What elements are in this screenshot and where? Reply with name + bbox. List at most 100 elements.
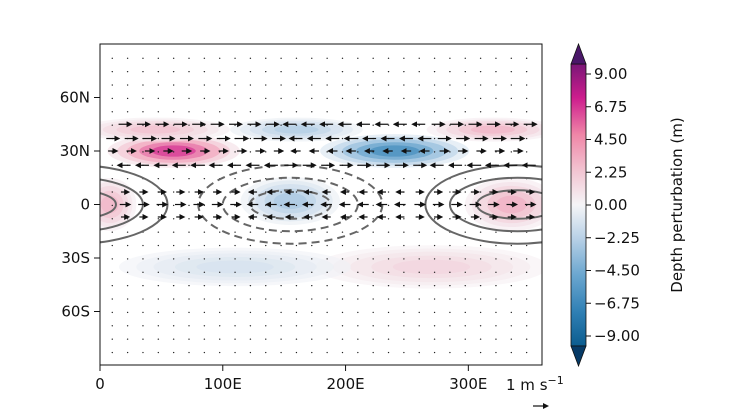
wind-dot — [311, 84, 313, 86]
wind-dot — [357, 271, 359, 273]
wind-dot — [403, 325, 405, 327]
wind-dot — [479, 311, 482, 314]
wind-dot — [249, 177, 252, 180]
wind-dot — [403, 57, 405, 59]
wind-dot — [280, 311, 282, 314]
wind-dot — [157, 57, 160, 59]
wind-dot — [188, 164, 190, 166]
quiver-key-text: 1 m s — [506, 376, 548, 394]
wind-dot — [203, 311, 206, 314]
wind-dot — [311, 338, 313, 340]
wind-dot — [433, 57, 436, 59]
wind-dot — [172, 111, 175, 113]
wind-dot — [387, 284, 390, 287]
wind-dot — [142, 244, 144, 247]
wind-dot — [510, 151, 513, 153]
wind-dot — [525, 298, 528, 300]
wind-dot — [249, 284, 252, 287]
wind-dot — [495, 271, 497, 273]
wind-dot — [495, 258, 497, 260]
wind-dot — [341, 151, 344, 153]
colorbar: 9.00 6.75 4.50 2.25 0.00 −2.25 −4.50 −6.75 −9.00… — [570, 42, 686, 368]
wind-dot — [433, 84, 436, 86]
wind-dot — [479, 338, 482, 340]
wind-dot — [126, 97, 129, 100]
wind-dot — [111, 325, 113, 327]
wind-dot — [111, 338, 113, 340]
wind-dot — [403, 298, 405, 300]
wind-dot — [157, 244, 160, 247]
wind-dot — [357, 325, 359, 327]
colorbar-under-triangle — [570, 345, 587, 368]
wind-dot — [387, 338, 390, 340]
wind-dot — [188, 84, 190, 86]
wind-dot — [433, 311, 436, 314]
wind-dot — [249, 325, 252, 327]
wind-dot — [479, 204, 482, 207]
wind-dot — [265, 204, 267, 207]
wind-dot — [265, 97, 267, 100]
wind-dot — [265, 338, 267, 340]
wind-dot — [157, 338, 160, 340]
wind-dot — [126, 338, 129, 340]
wind-dot — [188, 258, 190, 260]
wind-dot — [111, 70, 113, 73]
wind-dot — [172, 191, 175, 193]
wind-dot — [172, 298, 175, 300]
wind-dot — [479, 231, 482, 233]
wind-dot — [495, 311, 497, 314]
wind-dot — [280, 84, 282, 86]
wind-dot — [142, 258, 144, 260]
wind-dot — [265, 84, 267, 86]
wind-dot — [111, 284, 113, 287]
wind-dot — [433, 271, 436, 273]
wind-dot — [495, 218, 497, 220]
wind-dot — [157, 84, 160, 86]
wind-dot — [372, 298, 374, 300]
depth-blob — [392, 259, 471, 275]
wind-dot — [525, 258, 528, 260]
wind-dot — [464, 57, 466, 59]
wind-dot — [203, 84, 206, 86]
wind-dot — [403, 271, 405, 273]
wind-dot — [403, 338, 405, 340]
wind-dot — [433, 218, 436, 220]
wind-dot — [464, 311, 466, 314]
wind-dot — [449, 258, 451, 260]
wind-dot — [234, 111, 236, 113]
wind-dot — [295, 271, 298, 273]
wind-dot — [234, 57, 236, 59]
x-axis: 0 100E 200E 300E — [95, 365, 487, 393]
wind-dot — [172, 311, 175, 314]
wind-dot — [510, 84, 513, 86]
wind-dot — [249, 311, 252, 314]
wind-dot — [280, 284, 282, 287]
wind-dot — [234, 177, 236, 180]
wind-dot — [510, 111, 513, 113]
wind-dot — [295, 111, 298, 113]
wind-dot — [157, 151, 160, 153]
wind-dot — [403, 97, 405, 100]
wind-dot — [203, 298, 206, 300]
wind-dot — [341, 284, 344, 287]
wind-dot — [311, 284, 313, 287]
wind-dot — [265, 351, 267, 354]
wind-dot — [341, 325, 344, 327]
wind-dot — [111, 311, 113, 314]
wind-dot — [495, 84, 497, 86]
depth-blob — [274, 125, 319, 134]
wind-dot — [265, 70, 267, 73]
wind-dot — [219, 284, 221, 287]
wind-dot — [142, 311, 144, 314]
wind-dot — [172, 204, 175, 207]
positive-contour — [448, 176, 542, 233]
wind-dot — [341, 218, 344, 220]
wind-dot — [219, 231, 221, 233]
wind-dot — [295, 298, 298, 300]
wind-dot — [387, 84, 390, 86]
wind-dot — [265, 258, 267, 260]
wind-dot — [126, 351, 129, 354]
wind-dot — [525, 311, 528, 314]
wind-dot — [249, 351, 252, 354]
wind-dot — [357, 298, 359, 300]
